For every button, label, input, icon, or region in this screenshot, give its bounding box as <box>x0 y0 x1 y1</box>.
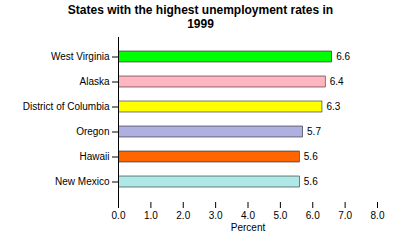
svg-text:3.0: 3.0 <box>209 210 223 221</box>
svg-text:6.3: 6.3 <box>326 101 340 112</box>
svg-text:4.0: 4.0 <box>241 210 255 221</box>
svg-text:Alaska: Alaska <box>79 76 109 87</box>
svg-text:5.6: 5.6 <box>304 176 318 187</box>
svg-text:7.0: 7.0 <box>338 210 352 221</box>
svg-text:1.0: 1.0 <box>144 210 158 221</box>
svg-text:Oregon: Oregon <box>76 126 109 137</box>
svg-text:6.6: 6.6 <box>336 51 350 62</box>
svg-text:5.7: 5.7 <box>307 126 321 137</box>
svg-text:6.4: 6.4 <box>330 76 344 87</box>
svg-text:0.0: 0.0 <box>112 210 126 221</box>
html-text:States with the highest unempl: States with the highest unemployment rat… <box>67 3 334 31</box>
svg-text:District of Columbia: District of Columbia <box>23 101 110 112</box>
svg-text:West Virginia: West Virginia <box>51 51 110 62</box>
svg-text:Percent: Percent <box>231 222 266 233</box>
svg-text:6.0: 6.0 <box>306 210 320 221</box>
svg-text:5.6: 5.6 <box>304 151 318 162</box>
svg-text:Hawaii: Hawaii <box>79 151 109 162</box>
svg-text:8.0: 8.0 <box>371 210 385 221</box>
svg-text:2.0: 2.0 <box>176 210 190 221</box>
svg-text:5.0: 5.0 <box>273 210 287 221</box>
svg-text:New Mexico: New Mexico <box>55 176 110 187</box>
